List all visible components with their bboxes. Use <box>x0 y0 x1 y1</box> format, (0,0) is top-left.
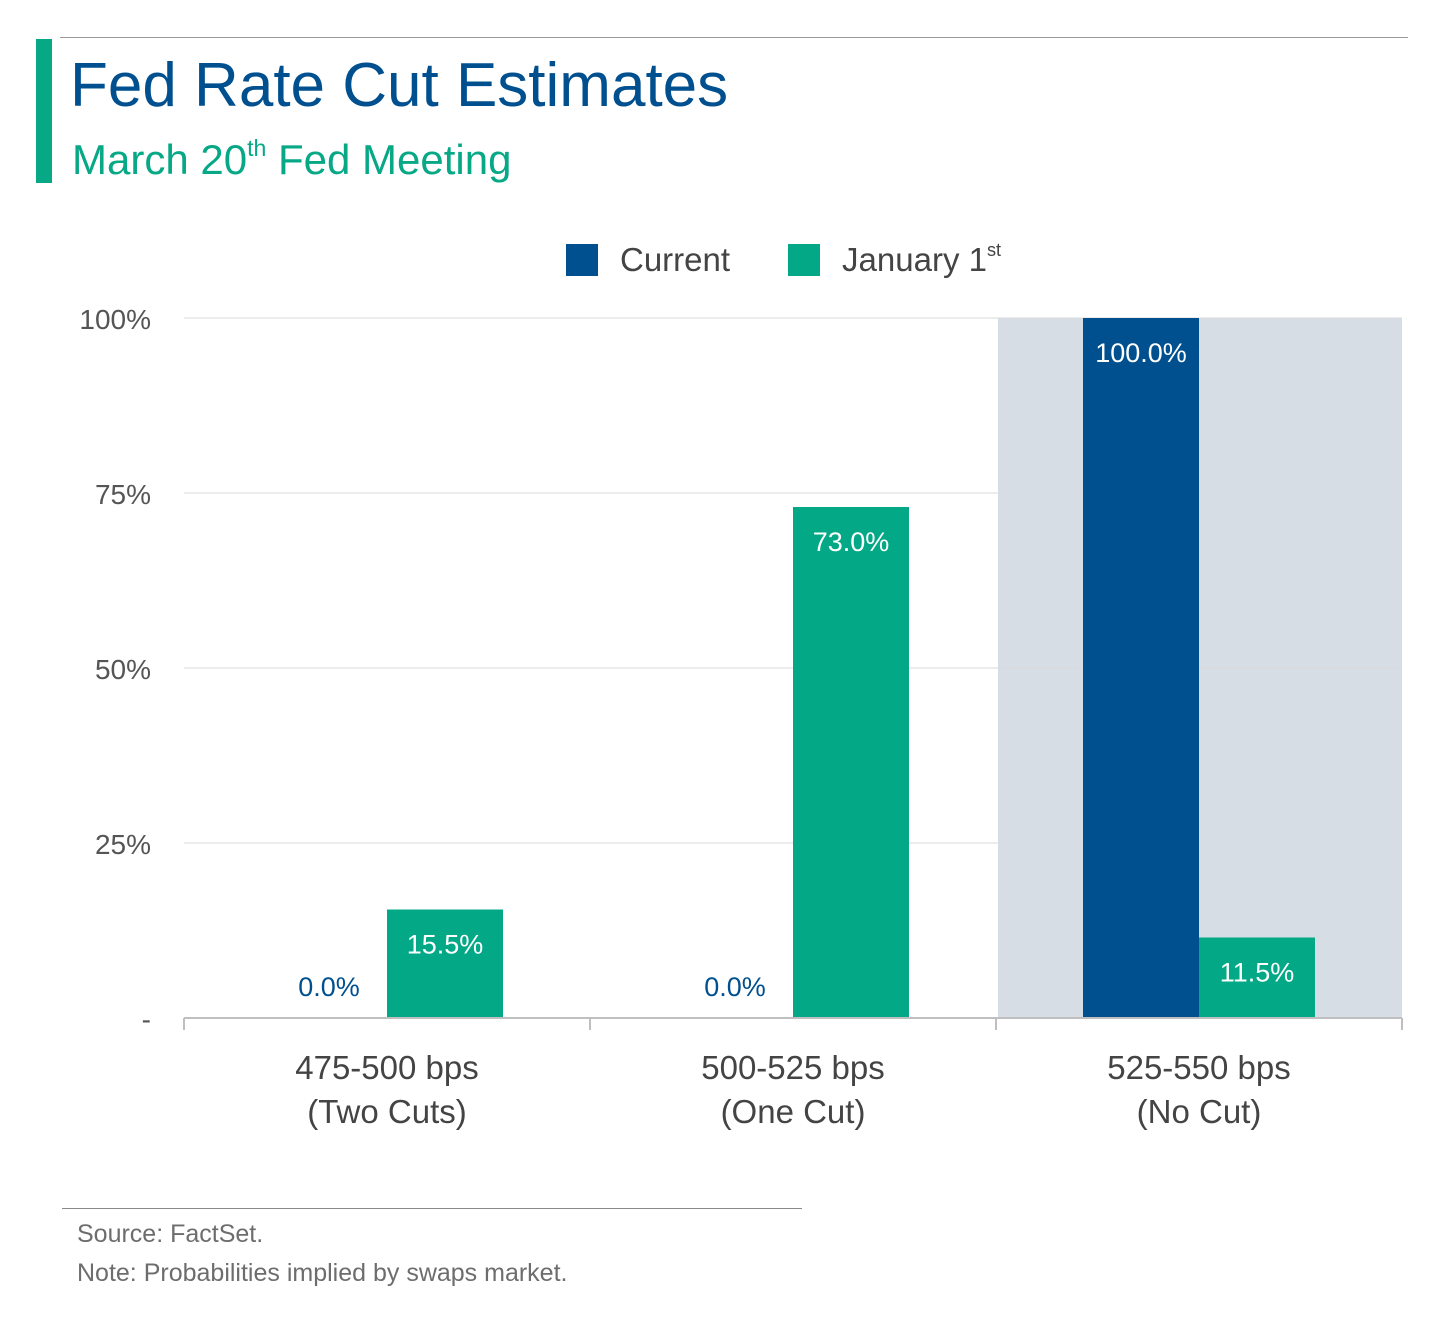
bar-layer <box>387 318 1315 1018</box>
y-tick-layer: - 25% 50% 75% 100% <box>79 304 151 1035</box>
data-label-layer: 0.0% 15.5% 0.0% 73.0% 100.0% 11.5% <box>298 338 1294 1002</box>
y-tick-label: 75% <box>95 479 151 510</box>
data-label: 73.0% <box>813 527 890 557</box>
legend-swatch-january <box>788 244 821 276</box>
data-label: 0.0% <box>704 972 766 1002</box>
legend-label-january: January 1st <box>842 241 1001 279</box>
data-label: 100.0% <box>1095 338 1187 368</box>
legend-item-january: January 1st <box>788 241 1001 279</box>
y-tick-label: 25% <box>95 829 151 860</box>
subtitle-rest: Fed Meeting <box>266 136 512 183</box>
legend-label-january-text: January 1 <box>842 241 987 278</box>
data-label: 15.5% <box>407 930 484 960</box>
bar-january <box>793 507 909 1018</box>
x-axis-layer: 475-500 bps (Two Cuts) 500-525 bps (One Cut… <box>183 1017 1403 1130</box>
data-label: 11.5% <box>1220 958 1295 988</box>
legend-swatch-current <box>566 244 598 276</box>
legend-label-current: Current <box>620 241 731 278</box>
subtitle-superscript: th <box>247 134 267 161</box>
x-tick-label: (No Cut) <box>1137 1093 1262 1130</box>
data-label: 0.0% <box>298 972 360 1002</box>
chart-subtitle: March 20th Fed Meeting <box>72 136 511 184</box>
footer-rule <box>62 1208 802 1209</box>
y-tick-label: 100% <box>79 304 151 335</box>
legend: Current January 1st <box>566 238 1059 282</box>
source-note: Source: FactSet. <box>77 1220 264 1248</box>
bar-january <box>387 909 503 1018</box>
chart-title: Fed Rate Cut Estimates <box>70 51 729 120</box>
accent-bar <box>36 39 52 183</box>
y-tick-label: 50% <box>95 654 151 685</box>
legend-item-current: Current <box>566 241 730 279</box>
x-tick-label: 500-525 bps <box>701 1049 884 1086</box>
top-rule <box>60 37 1408 38</box>
x-tick-label: (Two Cuts) <box>307 1093 467 1130</box>
subtitle-main: March 20 <box>72 136 248 183</box>
y-tick-label: - <box>142 1004 151 1035</box>
methodology-note: Note: Probabilities implied by swaps mar… <box>77 1259 568 1287</box>
legend-label-january-superscript: st <box>986 240 1002 261</box>
bar-january <box>1199 937 1315 1018</box>
x-tick-label: 475-500 bps <box>295 1049 478 1086</box>
bar-current <box>1083 318 1199 1018</box>
x-tick-label: 525-550 bps <box>1107 1049 1290 1086</box>
x-tick-label: (One Cut) <box>721 1093 866 1130</box>
